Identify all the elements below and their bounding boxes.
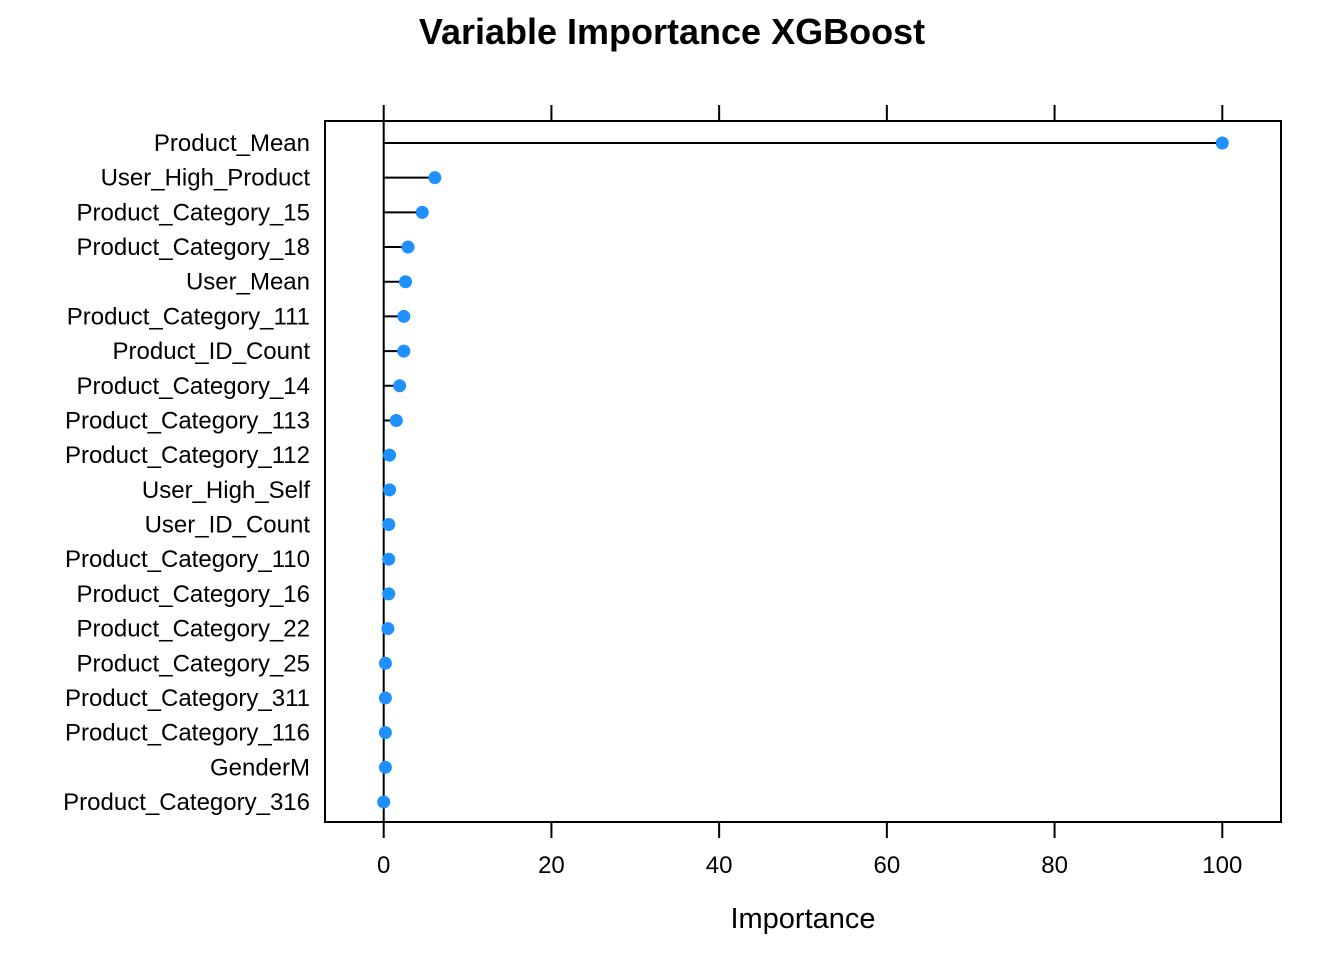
importance-point [383,448,397,462]
category-label: User_High_Product [101,165,311,192]
category-label: Product_Category_16 [77,581,310,608]
category-label: Product_Category_311 [65,685,310,712]
importance-point [378,691,392,705]
x-tick-label: 80 [1041,852,1068,879]
plot-frame [324,120,1282,823]
importance-point [381,622,395,636]
category-label: User_ID_Count [145,512,311,539]
importance-point [399,275,413,289]
category-label: User_High_Self [142,477,310,504]
category-label: GenderM [210,754,310,781]
category-label: Product_Category_316 [63,789,310,816]
importance-point [378,726,392,740]
category-label: Product_Mean [154,130,310,157]
category-label: Product_Category_116 [65,720,310,747]
chart-title: Variable Importance XGBoost [419,11,925,52]
x-tick-label: 20 [538,852,565,879]
category-label: Product_Category_22 [77,616,310,643]
importance-point [382,587,396,601]
x-tick-label: 100 [1202,852,1242,879]
importance-point [393,379,407,393]
importance-point [397,309,411,323]
x-axis: 0 20 40 60 80 100 [377,105,1242,879]
importance-point [383,483,397,497]
importance-point [397,344,411,358]
importance-point [378,656,392,670]
importance-point [415,205,429,219]
x-axis-label: Importance [730,903,875,935]
category-label: Product_Category_111 [67,303,310,330]
category-label: Product_Category_14 [77,373,310,400]
category-label: Product_Category_25 [77,650,310,677]
x-tick-label: 0 [377,852,390,879]
category-label: Product_Category_112 [65,442,310,469]
x-tick-label: 40 [706,852,733,879]
category-label: Product_Category_18 [77,234,310,261]
importance-point [377,795,391,809]
y-axis: Product_Mean User_High_Product Product_Cat… [63,130,310,816]
importance-point [378,760,392,774]
importance-point [401,240,415,254]
importance-point [382,518,396,532]
category-label: Product_Category_113 [65,407,310,434]
x-tick-label: 60 [874,852,901,879]
importance-point [1215,136,1229,150]
category-label: Product_ID_Count [113,338,311,365]
category-label: User_Mean [186,269,310,296]
category-label: Product_Category_15 [77,199,310,226]
importance-point [428,171,442,185]
data-marks [377,121,1229,822]
importance-point [382,552,396,566]
importance-point [389,413,403,427]
category-label: Product_Category_110 [65,546,310,573]
